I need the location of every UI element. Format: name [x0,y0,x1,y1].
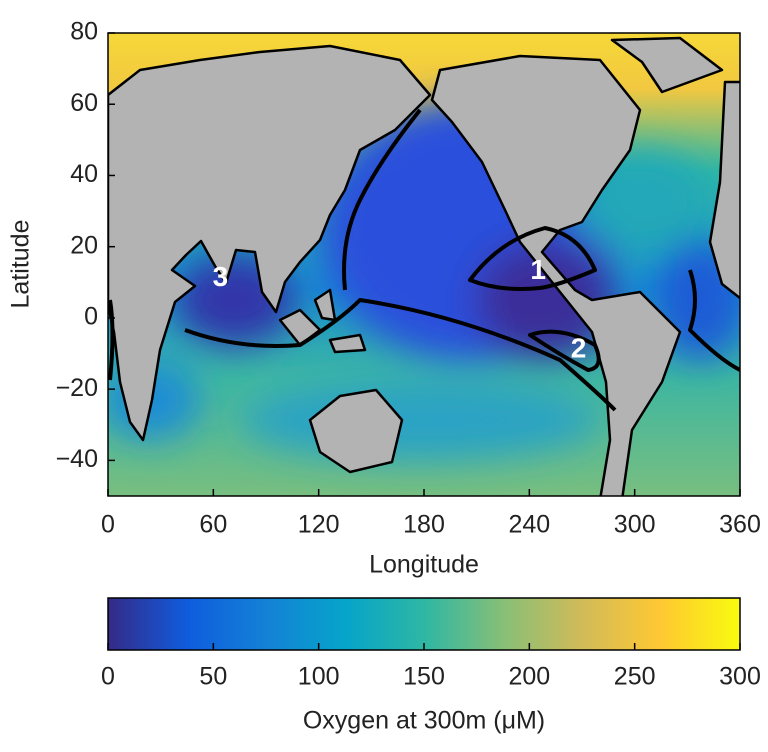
colorbar [107,597,741,651]
y-tick-label: 20 [70,231,98,259]
colorbar-tick-label: 300 [719,663,761,691]
y-tick-label: −20 [56,374,98,402]
region-label: 3 [213,261,229,292]
colorbar-tick-label: 100 [298,663,340,691]
colorbar-tick-label: 0 [101,663,115,691]
y-tick-label: 0 [84,303,98,331]
y-tick-label: 60 [70,89,98,117]
map [108,33,740,496]
x-axis-label: Longitude [369,551,479,579]
x-tick-label: 240 [508,511,550,539]
colorbar-tick-label: 250 [614,663,656,691]
x-tick-label: 0 [101,511,115,539]
y-tick-label: −40 [56,445,98,473]
x-tick-label: 180 [403,511,445,539]
y-tick-label: 40 [70,160,98,188]
x-tick-label: 60 [199,511,227,539]
y-tick-label: 80 [70,18,98,46]
colorbar-tick-label: 150 [403,663,445,691]
colorbar-label: Oxygen at 300m (μM) [303,707,545,735]
colorbar-tick-label: 200 [508,663,550,691]
x-tick-label: 120 [298,511,340,539]
region-label: 2 [571,332,587,363]
region-label: 1 [530,254,546,285]
colorbar-tick-label: 50 [199,663,227,691]
x-tick-label: 300 [614,511,656,539]
x-tick-label: 360 [719,511,761,539]
y-axis-label: Latitude [7,220,35,309]
